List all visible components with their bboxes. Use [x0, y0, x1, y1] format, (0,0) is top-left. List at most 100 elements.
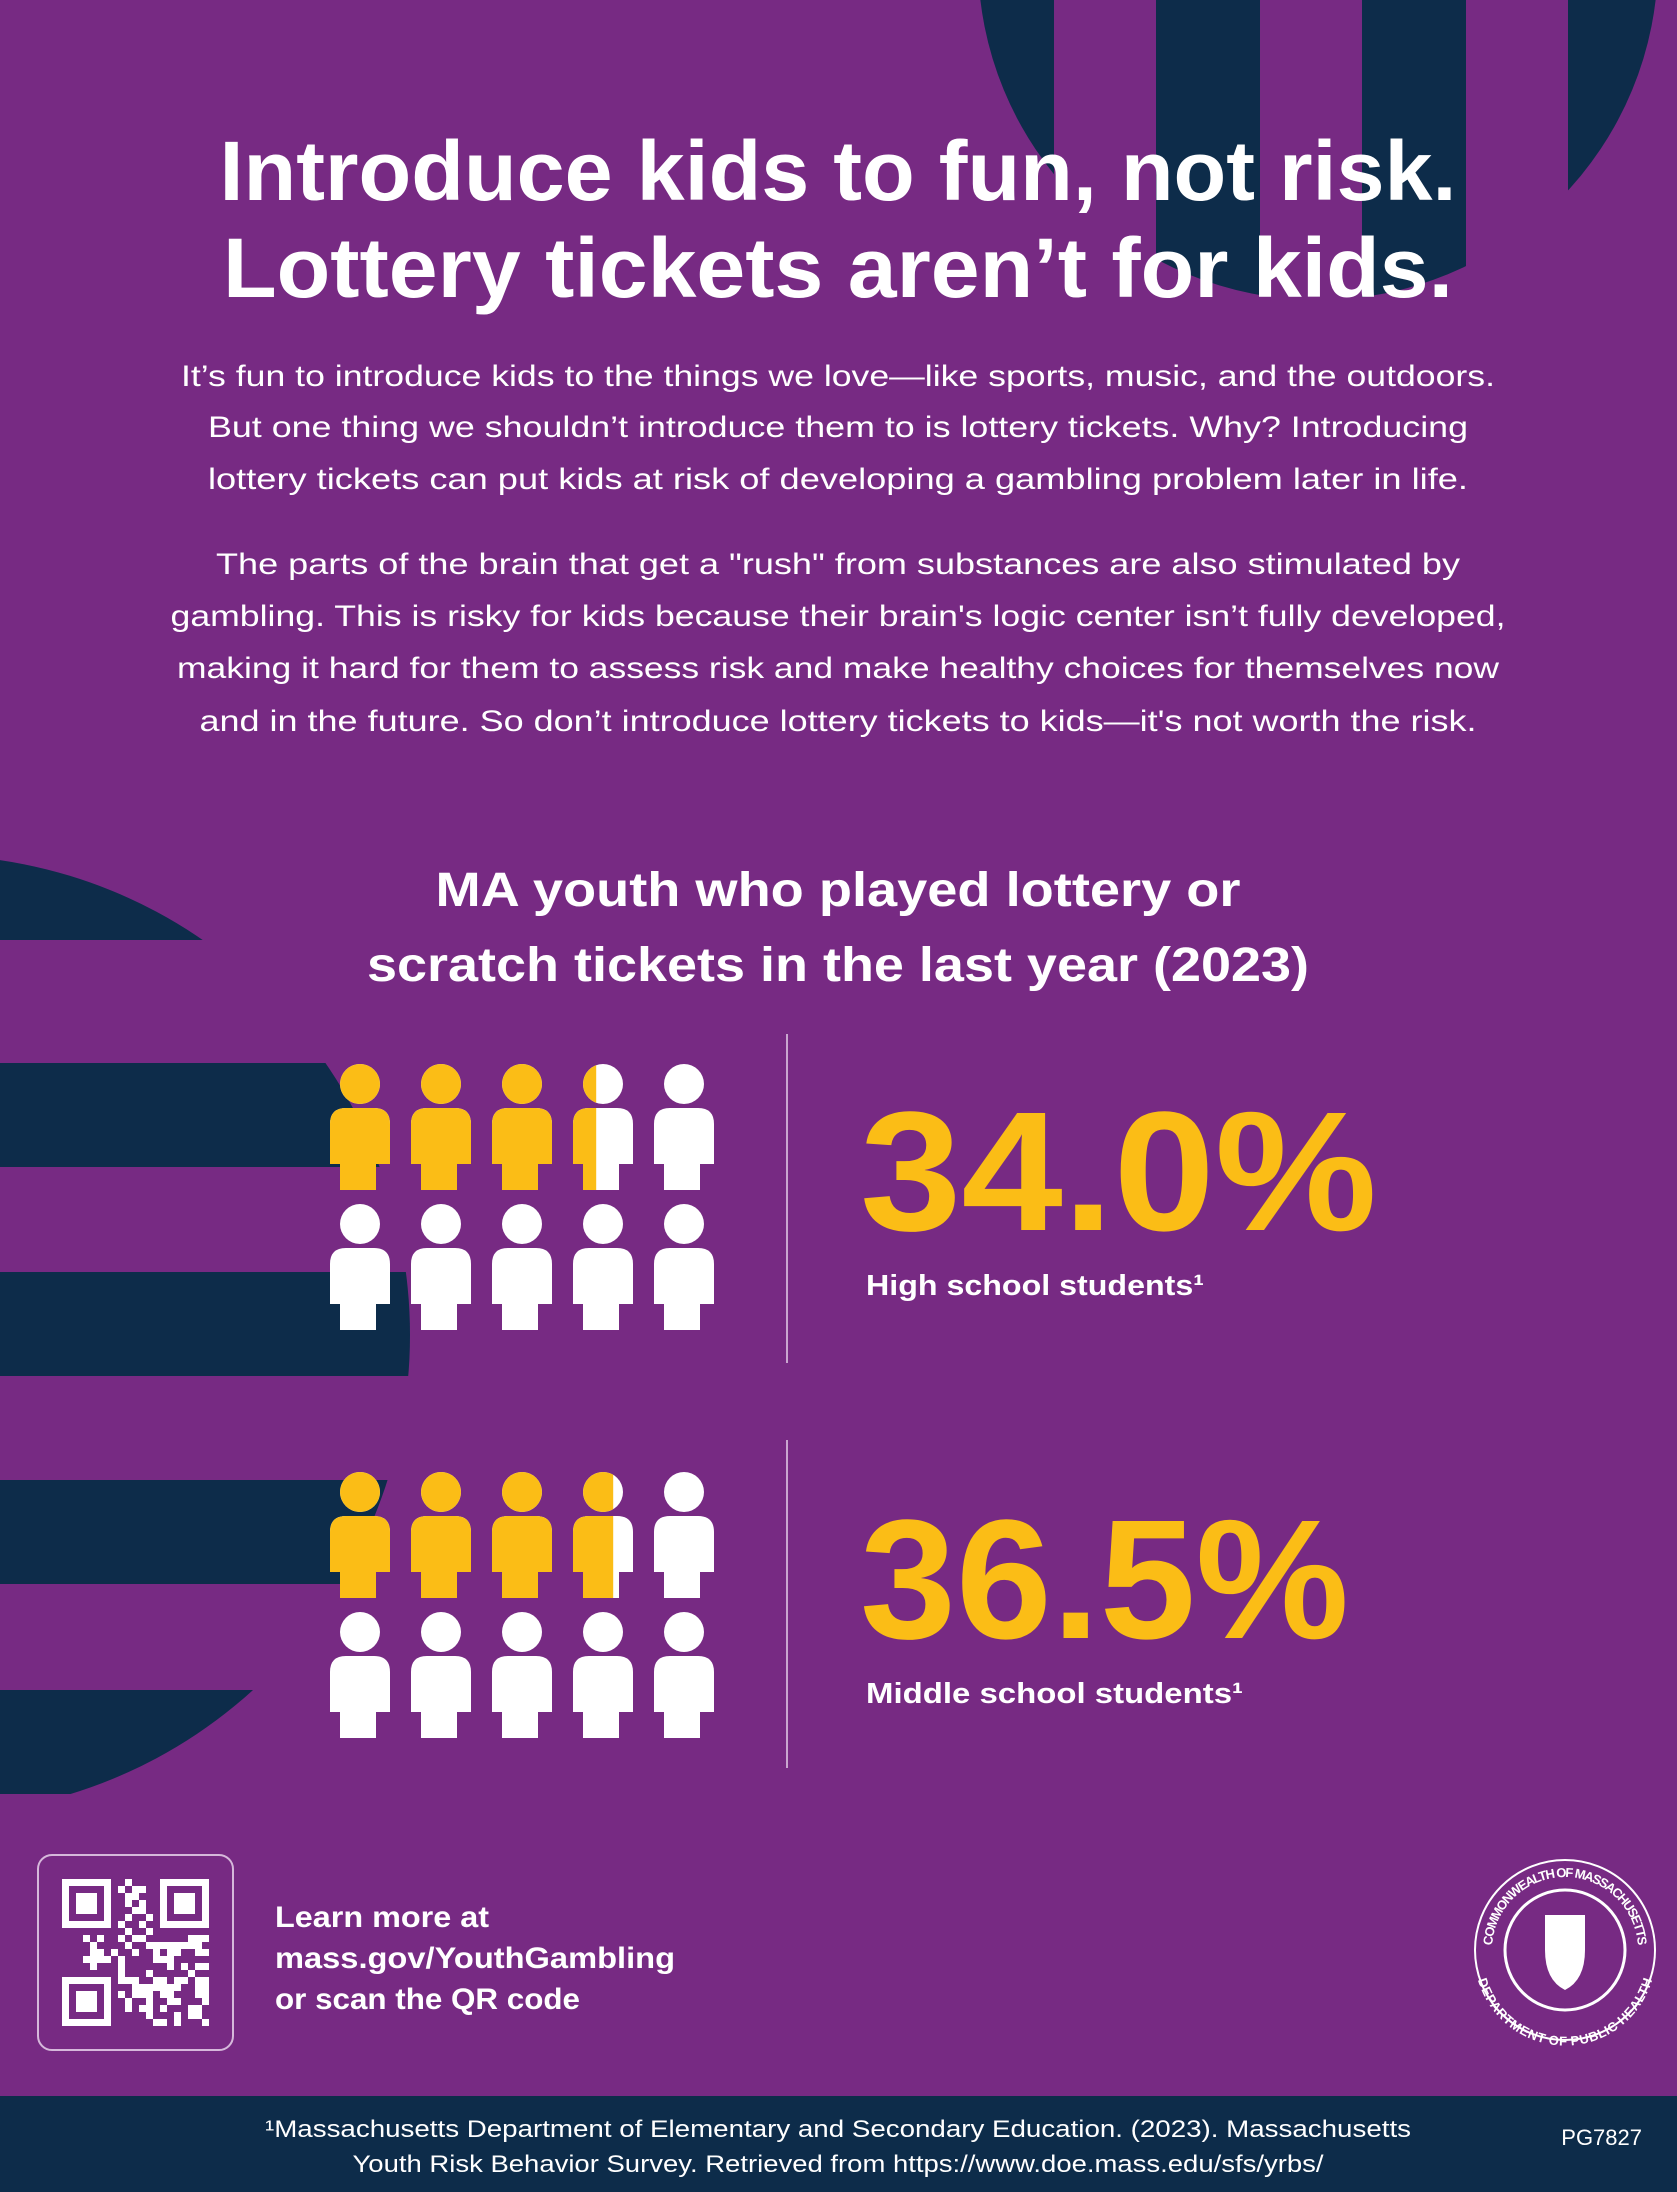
qr-module	[83, 1935, 90, 1942]
figure-head	[340, 1612, 380, 1652]
cta-link[interactable]: mass.gov/YouthGambling	[275, 1942, 675, 1975]
figure-part	[573, 1612, 633, 1738]
figure-part	[492, 1204, 552, 1330]
figure-head	[421, 1064, 461, 1104]
seal-shield	[1545, 1915, 1585, 1990]
qr-module	[125, 1879, 132, 1886]
qr-module	[167, 1949, 174, 1956]
qr-module	[125, 2005, 132, 2012]
doc-code: PG7827	[1561, 2125, 1642, 2150]
qr-module	[195, 1991, 202, 1998]
qr-module	[174, 2019, 181, 2026]
qr-module	[132, 1991, 139, 1998]
figure	[492, 1204, 552, 1330]
qr-module	[111, 1949, 118, 1956]
qr-module	[125, 1998, 132, 2005]
figure-body	[330, 1516, 390, 1598]
intro-line: But one thing we shouldn’t introduce the…	[208, 411, 1468, 444]
qr-module	[97, 1935, 104, 1942]
figure-head	[583, 1065, 597, 1103]
headline: Introduce kids to fun, not risk.	[220, 124, 1457, 218]
figure-part	[573, 1065, 597, 1190]
figure-head	[340, 1064, 380, 1104]
qr-module	[153, 2019, 160, 2026]
qr-module	[139, 1991, 146, 1998]
figure	[492, 1064, 552, 1190]
figure-body	[492, 1108, 552, 1190]
qr-module	[97, 1949, 104, 1956]
qr-module	[153, 1956, 160, 1963]
figure	[411, 1064, 471, 1190]
figure	[411, 1472, 471, 1598]
figure-head	[664, 1612, 704, 1652]
figure-body	[654, 1656, 714, 1738]
figure	[492, 1612, 552, 1738]
qr-module	[139, 1900, 146, 1907]
footer-bar	[0, 2096, 1677, 2192]
figure-part	[411, 1472, 471, 1598]
figure-body	[654, 1248, 714, 1330]
figure-body	[411, 1248, 471, 1330]
qr-module	[90, 1942, 97, 1949]
qr-module	[146, 1928, 153, 1935]
qr-module	[202, 1991, 209, 1998]
qr-module	[174, 2012, 181, 2019]
qr-module	[139, 1921, 146, 1928]
figure	[573, 1204, 633, 1330]
figure	[573, 1064, 633, 1190]
figure-part	[573, 1204, 633, 1330]
figure	[330, 1472, 390, 1598]
qr-module	[160, 1942, 167, 1949]
qr-module	[195, 2012, 202, 2019]
qr-module	[104, 1956, 111, 1963]
figure	[330, 1064, 390, 1190]
qr-module	[125, 1893, 132, 1900]
qr-module	[118, 1991, 125, 1998]
qr-module	[202, 1963, 209, 1970]
pictograph	[330, 1472, 714, 1738]
qr-module	[188, 2005, 195, 2012]
qr-module	[139, 1886, 146, 1893]
qr-module	[90, 1949, 97, 1956]
qr-module	[132, 1949, 139, 1956]
qr-module	[181, 1942, 188, 1949]
figure-head	[340, 1204, 380, 1244]
figure-head	[502, 1064, 542, 1104]
stats-title: scratch tickets in the last year (2023)	[367, 939, 1309, 992]
source: Youth Risk Behavior Survey. Retrieved fr…	[353, 2151, 1324, 2178]
qr-module	[195, 1977, 202, 1984]
qr-module	[153, 1977, 160, 1984]
qr-module	[181, 1963, 188, 1970]
qr-module	[118, 1970, 125, 1977]
figure-part	[330, 1064, 390, 1190]
figure	[492, 1472, 552, 1598]
figure	[654, 1064, 714, 1190]
qr-module	[125, 1942, 132, 1949]
figure-part	[492, 1612, 552, 1738]
qr-module	[174, 1977, 181, 1984]
qr-module	[132, 1984, 139, 1991]
qr-module	[118, 1977, 125, 1984]
qr-module	[118, 1921, 125, 1928]
qr-module	[125, 1914, 132, 1921]
qr-module	[153, 1942, 160, 1949]
qr-module	[132, 1907, 139, 1914]
qr-module	[181, 1977, 188, 1984]
stat-label: Middle school students¹	[866, 1678, 1243, 1710]
intro-line: and in the future. So don’t introduce lo…	[200, 705, 1477, 738]
intro-line: making it hard for them to assess risk a…	[177, 652, 1499, 685]
qr-module	[188, 2012, 195, 2019]
figure	[573, 1612, 633, 1738]
qr-module	[188, 1942, 195, 1949]
stats-title: MA youth who played lottery or	[436, 864, 1241, 917]
qr-module	[202, 2019, 209, 2026]
figure	[654, 1472, 714, 1598]
figure-body	[654, 1108, 714, 1190]
qr-module	[146, 2012, 153, 2019]
qr-module	[125, 1900, 132, 1907]
cta-line: Learn more at	[275, 1901, 489, 1934]
qr-module	[139, 1984, 146, 1991]
qr-module	[195, 2005, 202, 2012]
intro-line: The parts of the brain that get a "rush"…	[216, 548, 1460, 581]
